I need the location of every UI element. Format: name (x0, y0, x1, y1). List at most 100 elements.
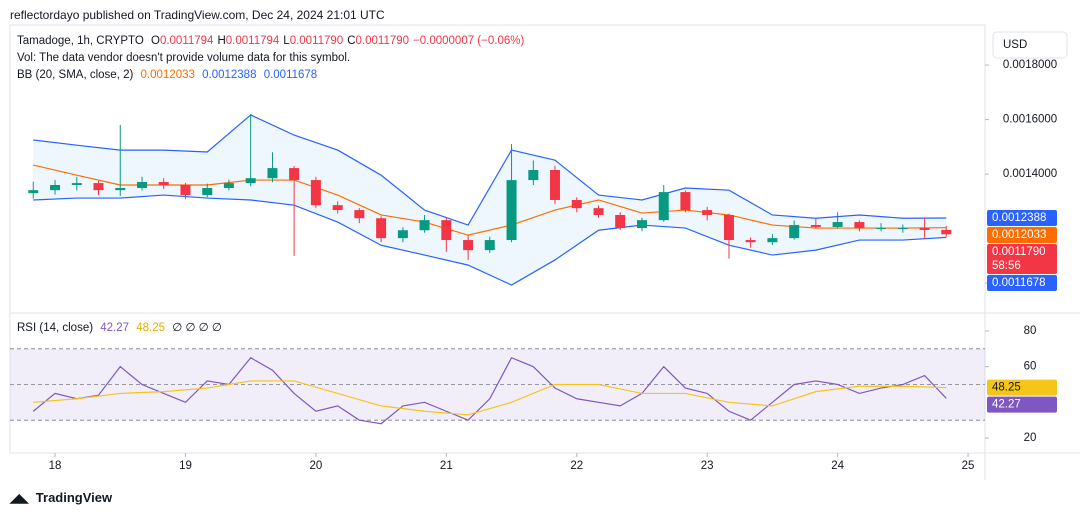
bb-upper (33, 114, 947, 226)
symbol: Tamadoge, 1h, CRYPTO (17, 35, 144, 47)
rsi-empty: ∅ ∅ ∅ ∅ (172, 322, 222, 334)
candle-body (615, 214, 626, 229)
rsi-ma-line (33, 380, 947, 416)
bb-middle-label: 0.0012033 (992, 229, 1046, 241)
rsi-line (32, 356, 947, 425)
bb-middle-value: 0.0012033 (140, 69, 195, 81)
bb-legend: BB (20, SMA, close, 2) 0.0012033 0.00123… (17, 69, 321, 81)
candle-body (919, 228, 930, 230)
last-price-label-box (987, 244, 1057, 275)
candle-body (332, 205, 343, 211)
candle-body (310, 180, 321, 206)
candle-body (658, 192, 669, 221)
bb-lower-label-box (987, 275, 1057, 292)
y-tick-label: 0.0014000 (1003, 168, 1057, 180)
candle-body (636, 220, 647, 229)
candle-body (441, 220, 452, 241)
x-tick-label: 19 (179, 460, 192, 472)
countdown: 58:56 (992, 260, 1021, 272)
ohlc-value: 0.0011790 (289, 35, 344, 47)
candle-body (93, 183, 104, 191)
ohlc-key: C (347, 35, 356, 47)
x-tick-label: 25 (962, 460, 975, 472)
candle-body (397, 230, 408, 239)
candle-body (245, 178, 256, 184)
candle-body (158, 181, 169, 185)
candle-body (549, 169, 560, 200)
currency: USD (1003, 39, 1027, 51)
rsi-ma-label-box (987, 379, 1057, 396)
candle-body (897, 228, 908, 230)
change: −0.0000007 (−0.06%) (413, 35, 525, 47)
rsi-ma-label: 48.25 (992, 382, 1021, 394)
candle-body (50, 184, 61, 191)
ohlc-value: 0.0011794 (225, 35, 280, 47)
candle-body (571, 199, 582, 209)
candle-body (202, 187, 213, 196)
y-tick-label: 0.0018000 (1003, 59, 1057, 71)
candle-body (419, 220, 430, 231)
rsi-y-tick-label: 80 (1024, 325, 1037, 337)
bb-middle-label-box (987, 227, 1057, 244)
bb-lower-value: 0.0011678 (263, 69, 318, 81)
x-tick-label: 21 (440, 460, 453, 472)
bb-fill (33, 114, 947, 286)
candle-body (941, 229, 952, 235)
ohlc-key: O (150, 35, 160, 47)
y-tick-label: 0.0016000 (1003, 114, 1057, 126)
ohlc-key: H (217, 35, 226, 47)
candle-body (180, 184, 191, 196)
x-tick-label: 22 (570, 460, 583, 472)
candle-body (680, 192, 691, 211)
currency-box[interactable] (992, 31, 1068, 59)
candle-body (767, 238, 778, 243)
candle-body (71, 183, 82, 185)
rsi-legend: RSI (14, close) 42.27 48.25 ∅ ∅ ∅ ∅ (17, 320, 226, 334)
volume-note: Vol: The data vendor doesn't provide vol… (17, 52, 351, 64)
bb-label: BB (20, SMA, close, 2) (17, 69, 134, 81)
bb-lower-label: 0.0011678 (992, 277, 1046, 289)
bb-upper-value: 0.0012388 (202, 69, 257, 81)
candle-body (223, 183, 234, 188)
candle-body (789, 225, 800, 239)
candle-body (832, 222, 843, 227)
candle-body (484, 240, 495, 251)
x-tick-label: 24 (831, 460, 844, 472)
ohlc-key: L (283, 35, 290, 47)
footer-logo[interactable]: ◢◣ TradingView (10, 490, 113, 505)
footer-text: TradingView (35, 490, 113, 505)
rsi-y-tick-label: 20 (1024, 432, 1037, 444)
rsi-label-tag-box (987, 396, 1057, 413)
candle-body (876, 228, 887, 230)
candle-body (354, 210, 365, 219)
ohlc-value: 0.0011790 (355, 35, 410, 47)
candle-body (810, 225, 821, 227)
candle-body (528, 169, 539, 181)
bb-upper-label: 0.0012388 (992, 212, 1046, 224)
candle-body (137, 181, 148, 188)
x-tick-label: 20 (310, 460, 323, 472)
candle-body (267, 168, 278, 179)
candle-body (289, 168, 300, 181)
candle-body (376, 218, 387, 239)
rsi-ma-value: 48.25 (136, 322, 166, 334)
symbol-legend: Tamadoge, 1h, CRYPTO O0.0011794 H0.001179… (17, 35, 528, 47)
rsi-y-tick-label: 60 (1024, 361, 1037, 373)
rsi-label-tag: 42.27 (992, 399, 1021, 411)
rsi-value: 42.27 (100, 322, 130, 334)
candle-body (854, 222, 865, 229)
last-price-label: 0.0011790 (992, 246, 1046, 258)
candle-body (463, 240, 474, 251)
rsi-label: RSI (14, close) (17, 322, 94, 334)
header: reflectordayo published on TradingView.c… (10, 8, 385, 22)
candle-body (745, 240, 756, 243)
candle-body (702, 210, 713, 215)
ohlc-value: 0.0011794 (159, 35, 214, 47)
candle-body (115, 187, 126, 191)
candle-body (506, 180, 517, 241)
candle-body (28, 190, 39, 194)
bb-upper-label-box (987, 210, 1057, 227)
candle-body (593, 208, 604, 215)
